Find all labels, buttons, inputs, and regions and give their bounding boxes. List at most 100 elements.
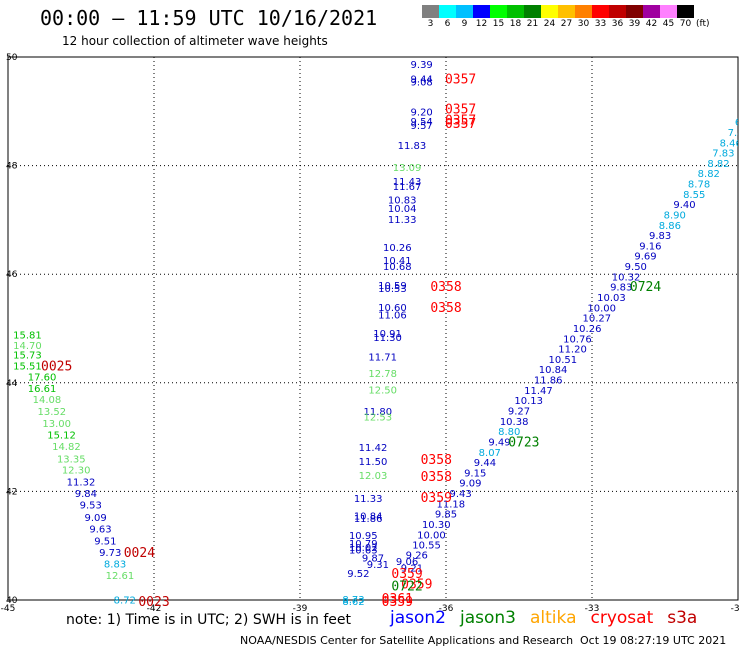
wave-height-label: 11.67 — [393, 182, 422, 193]
wave-height-label: 10.63 — [349, 546, 378, 557]
wave-height-label: 9.26 — [406, 550, 428, 561]
color-scale-swatch — [575, 5, 592, 18]
y-tick-label: 42 — [6, 487, 17, 497]
color-scale-unit: (ft) — [696, 19, 710, 29]
pass-time-label: 0357 — [445, 113, 476, 128]
pass-time-label: 0024 — [124, 546, 155, 561]
wave-height-label: 10.04 — [388, 204, 417, 215]
color-scale-cell: 39 — [626, 5, 643, 30]
wave-height-label: 8.82 — [707, 159, 729, 170]
wave-height-label: 16.61 — [28, 384, 57, 395]
wave-height-label: 10.30 — [422, 520, 451, 531]
wave-height-label: 9.83 — [610, 283, 632, 294]
wave-height-label: 12.30 — [62, 466, 91, 477]
wave-height-label: 8.78 — [688, 180, 710, 191]
pass-time-label: 0359 — [421, 491, 452, 506]
color-scale-swatch — [626, 5, 643, 18]
wave-height-label: 9.31 — [367, 560, 389, 571]
color-scale-cell: 15 — [490, 5, 507, 30]
color-scale-cell: 30 — [575, 5, 592, 30]
color-scale-label: 24 — [543, 19, 556, 29]
color-scale-label: 9 — [461, 19, 468, 29]
pass-time-label: 0359 — [382, 595, 413, 610]
wave-height-label: 10.51 — [548, 355, 577, 366]
wave-height-label: 11.71 — [368, 353, 397, 364]
color-scale-swatch — [660, 5, 677, 18]
color-scale-swatch — [422, 5, 439, 18]
wave-height-label: 9.15 — [464, 468, 486, 479]
wave-height-label: 10.02 — [349, 543, 378, 554]
pass-time-label: 0023 — [138, 595, 169, 610]
y-tick-label: 48 — [6, 162, 18, 172]
wave-height-label: 11.42 — [359, 443, 388, 454]
color-scale-cell: 12 — [473, 5, 490, 30]
wave-height-label: 9.54 — [411, 117, 433, 128]
color-scale-swatch — [609, 5, 626, 18]
wave-height-label: 10.26 — [383, 243, 412, 254]
color-scale-cell: 3 — [422, 5, 439, 30]
wave-height-label: 10.41 — [383, 256, 412, 267]
wave-height-label: 15.81 — [13, 330, 42, 341]
color-scale-swatch — [507, 5, 524, 18]
wave-height-label: 10.03 — [597, 293, 626, 304]
wave-height-label: 9.40 — [673, 200, 695, 211]
note-text: note: 1) Time is in UTC; 2) SWH is in fe… — [66, 612, 352, 628]
legend-jason2: jason2 — [390, 608, 446, 628]
pass-time-label: 0357 — [445, 103, 476, 118]
wave-height-label: 10.68 — [383, 262, 412, 273]
wave-height-label: 17.60 — [28, 372, 57, 383]
color-scale-label: 27 — [560, 19, 573, 29]
color-scale-cell: 70 — [677, 5, 694, 30]
wave-height-label: 10.79 — [349, 539, 378, 550]
color-scale-label: 39 — [628, 19, 641, 29]
wave-height-label: 9.49 — [488, 437, 510, 448]
color-scale-swatch — [439, 5, 456, 18]
wave-height-label: 10.00 — [587, 303, 616, 314]
wave-height-label: 8.86 — [659, 221, 681, 232]
color-scale-legend: 3 6 9 12 15 18 21 24 27 30 33 36 39 42 45 70 (ft) — [422, 5, 710, 30]
wave-height-label: 10.59 — [378, 281, 407, 292]
plot-frame — [7, 56, 739, 601]
color-scale-label: 15 — [492, 19, 505, 29]
wave-height-label: 9.08 — [411, 77, 433, 88]
color-scale-cell: 45 — [660, 5, 677, 30]
color-scale-swatch — [558, 5, 575, 18]
x-tick-label: -42 — [147, 604, 162, 614]
wave-height-label: 10.95 — [349, 531, 378, 542]
wave-height-label: 10.00 — [417, 530, 446, 541]
x-tick-label: -36 — [439, 604, 454, 614]
wave-height-label: 10.84 — [354, 511, 383, 522]
wave-height-label: 8.72 — [114, 595, 136, 606]
wave-height-label: 8.46 — [720, 138, 740, 149]
color-scale-label: 42 — [645, 19, 658, 29]
wave-height-label: 11.47 — [524, 386, 553, 397]
wave-height-label: 8.80 — [498, 427, 520, 438]
wave-height-label: 7.83 — [712, 149, 734, 160]
color-scale-label: 30 — [577, 19, 590, 29]
wave-height-label: 9.51 — [94, 536, 116, 547]
wave-height-label: 13.09 — [393, 163, 422, 174]
wave-height-label: 15.73 — [13, 351, 42, 362]
wave-height-label: 9.53 — [80, 500, 102, 511]
wave-height-label: 9.52 — [347, 569, 369, 580]
timestamp-text: Oct 19 08:27:19 UTC 2021 — [580, 634, 727, 647]
wave-height-label: 9.69 — [634, 252, 656, 263]
wave-height-label: 10.55 — [412, 541, 441, 552]
pass-time-label: 0025 — [41, 359, 72, 374]
color-scale-cell: 33 — [592, 5, 609, 30]
wave-height-label: 10.84 — [539, 365, 568, 376]
wave-height-label: 11.83 — [398, 141, 427, 152]
wave-height-label: 15.12 — [47, 430, 76, 441]
wave-height-label: 9.50 — [625, 262, 647, 273]
color-scale-swatch — [677, 5, 694, 18]
wave-height-label: 9.09 — [459, 479, 481, 490]
y-tick-label: 40 — [6, 596, 18, 606]
wave-height-label: 10.26 — [573, 324, 602, 335]
wave-height-label: 13.35 — [57, 454, 86, 465]
pass-time-label: 0357 — [445, 117, 476, 132]
pass-time-label: 0358 — [430, 301, 461, 316]
legend-cryosat: cryosat — [590, 608, 654, 628]
wave-height-label: 12.03 — [359, 471, 388, 482]
color-scale-cell: 6 — [439, 5, 456, 30]
